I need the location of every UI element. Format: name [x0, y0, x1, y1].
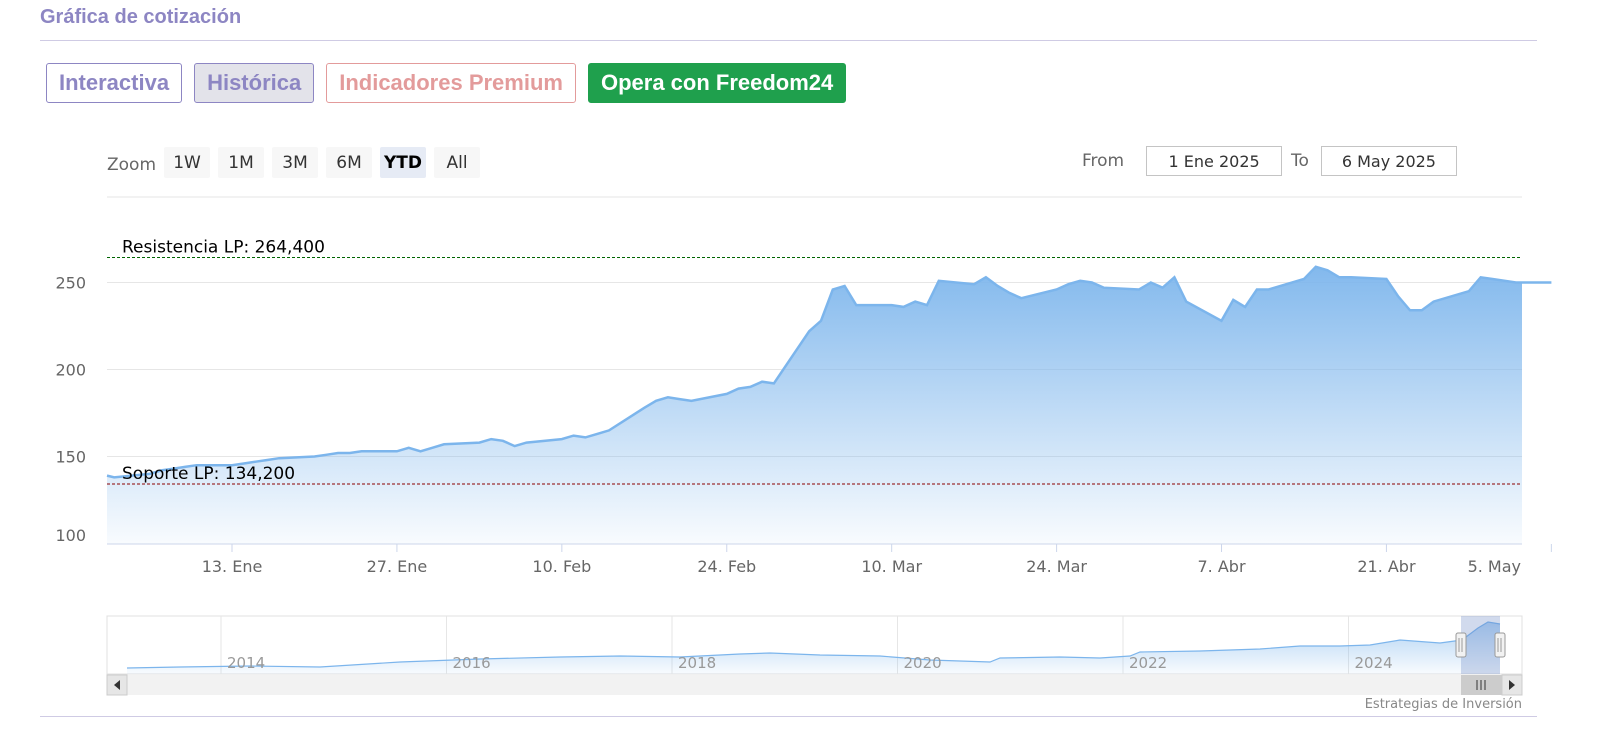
nav-year-label-1: 2016	[453, 654, 491, 672]
chart-tabs: Interactiva Histórica Indicadores Premiu…	[46, 63, 847, 103]
tab-opera-freedom24[interactable]: Opera con Freedom24	[587, 63, 847, 103]
nav-year-label-5: 2024	[1355, 654, 1393, 672]
y-tick-label-200: 200	[55, 361, 86, 380]
x-tick-label-4: 10. Mar	[861, 557, 922, 576]
navigator-left-handle[interactable]	[1455, 632, 1467, 658]
navigator[interactable]: 2014 2016 2018 2020 2022 2024	[106, 615, 1523, 675]
range-from-input[interactable]	[1146, 146, 1283, 176]
level-label-0: Resistencia LP: 264,400	[122, 237, 325, 257]
arrow-left-icon	[114, 680, 120, 690]
nav-year-label-3: 2020	[904, 654, 942, 672]
section-divider	[40, 40, 1537, 41]
zoom-ytd-button[interactable]: YTD	[380, 147, 427, 178]
navigator-right-handle[interactable]	[1494, 632, 1506, 658]
arrow-right-icon	[1509, 680, 1515, 690]
x-tick-label-6: 7. Abr	[1198, 557, 1246, 576]
x-tick-label-7: 21. Abr	[1357, 557, 1416, 576]
navigator-area	[127, 622, 1500, 674]
tab-historica[interactable]: Histórica	[194, 63, 315, 103]
tab-interactiva[interactable]: Interactiva	[46, 63, 183, 103]
zoom-label: Zoom	[107, 154, 157, 175]
nav-year-label-0: 2014	[227, 654, 265, 672]
zoom-3m-button[interactable]: 3M	[272, 147, 319, 178]
navigator-labels: 2014 2016 2018 2020 2022 2024	[227, 654, 1393, 672]
bottom-divider	[40, 716, 1537, 717]
zoom-1w-button[interactable]: 1W	[164, 147, 211, 178]
x-tick-label-1: 27. Ene	[367, 557, 428, 576]
zoom-6m-button[interactable]: 6M	[326, 147, 373, 178]
x-tick-label-3: 24. Feb	[697, 557, 756, 576]
level-lines: Resistencia LP: 264,400 Soporte LP: 134,2…	[107, 237, 1522, 485]
zoom-1m-button[interactable]: 1M	[218, 147, 265, 178]
range-to: To	[1291, 146, 1457, 176]
x-axis: 13. Ene 27. Ene 10. Feb 24. Feb 10. Mar 24. M…	[107, 543, 1552, 576]
y-tick-label-100: 100	[55, 526, 86, 545]
zoom-selector: Zoom 1W 1M 3M 6M YTD All	[107, 147, 488, 178]
zoom-all-button[interactable]: All	[434, 147, 481, 178]
y-tick-label-150: 150	[55, 448, 86, 467]
x-tick-label-2: 10. Feb	[532, 557, 591, 576]
price-area	[107, 266, 1552, 544]
navigator-selection[interactable]	[1461, 616, 1500, 674]
section-title: Gráfica de cotización	[40, 6, 242, 28]
x-tick-label-8: 5. May	[1468, 557, 1521, 576]
price-chart: 100 150 200 250 Resistencia LP: 264,400 Sopo…	[55, 196, 1552, 696]
chart-credit: Estrategias de Inversión	[1364, 697, 1522, 712]
nav-year-label-2: 2018	[678, 654, 716, 672]
range-to-input[interactable]	[1320, 146, 1457, 176]
price-line	[106, 265, 1552, 479]
x-tick-label-5: 24. Mar	[1026, 557, 1087, 576]
navigator-line	[126, 621, 1501, 669]
y-tick-label-250: 250	[55, 274, 86, 293]
range-from: From	[1082, 146, 1283, 176]
scrollbar-track[interactable]	[107, 675, 1522, 695]
scrollbar[interactable]	[106, 674, 1523, 696]
x-tick-label-0: 13. Ene	[202, 557, 263, 576]
range-to-label: To	[1291, 151, 1309, 171]
level-label-1: Soporte LP: 134,200	[122, 464, 295, 484]
range-from-label: From	[1082, 151, 1125, 171]
tab-indicadores-premium[interactable]: Indicadores Premium	[326, 63, 576, 103]
nav-year-label-4: 2022	[1129, 654, 1167, 672]
y-axis: 100 150 200 250	[55, 274, 86, 546]
